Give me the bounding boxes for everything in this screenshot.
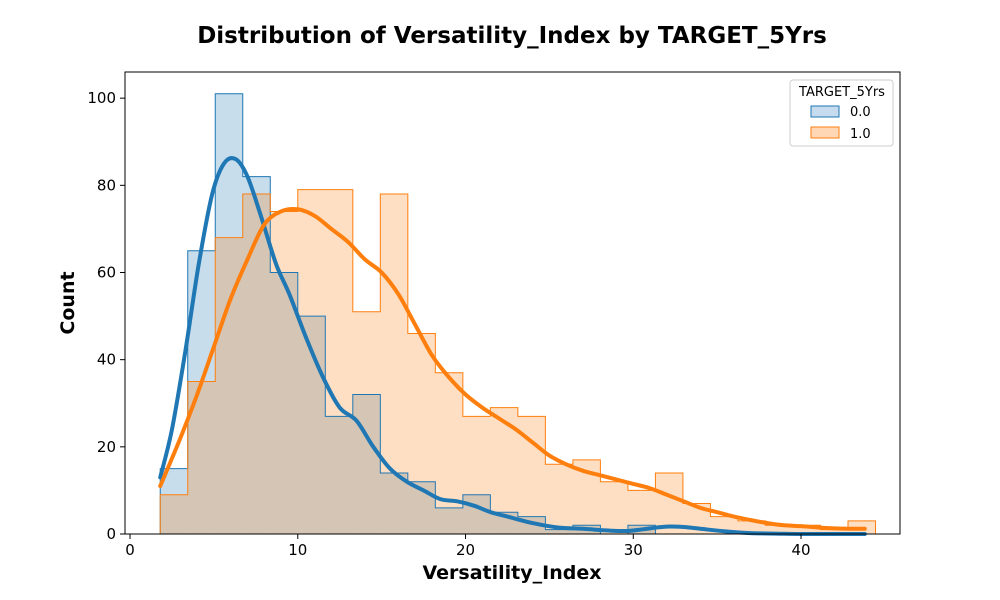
bar-1.0-5 — [297, 189, 326, 534]
bar-1.0-9 — [407, 333, 436, 534]
y-tick-label: 80 — [97, 176, 116, 194]
bar-1.0-10 — [435, 372, 463, 534]
bar-1.0-21 — [737, 520, 766, 534]
bar-1.0-18 — [655, 472, 683, 534]
bar-0.0-6 — [325, 416, 353, 534]
y-tick-label: 20 — [97, 438, 116, 456]
bar-1.0-11 — [462, 416, 491, 534]
kde-curve-0.0 — [158, 156, 867, 537]
bar-0.0-11 — [462, 494, 491, 534]
chart-title: Distribution of Versatility_Index by TAR… — [197, 23, 827, 49]
y-axis-ticks: 0 20 40 60 80 100 — [87, 89, 125, 543]
bar-0.0-14 — [545, 529, 573, 534]
bar-1.0-3 — [242, 194, 271, 535]
bar-0.0-8 — [380, 472, 408, 534]
y-tick-label: 100 — [87, 89, 116, 107]
bar-0.0-4 — [270, 272, 298, 534]
x-tick-label: 30 — [624, 541, 643, 559]
bar-1.0-16 — [600, 481, 628, 534]
legend: TARGET_5Yrs 0.0 1.0 — [789, 79, 894, 147]
y-tick-label: 40 — [97, 351, 116, 369]
y-tick-label: 0 — [106, 525, 116, 543]
bar-1.0-22 — [765, 525, 793, 534]
bar-0.0-7 — [352, 394, 381, 534]
x-tick-label: 20 — [456, 541, 475, 559]
bar-1.0-6 — [325, 189, 353, 534]
bar-0.0-10 — [435, 507, 463, 534]
x-tick-label: 0 — [125, 541, 135, 559]
bar-1.0-14 — [545, 464, 573, 534]
x-tick-label: 40 — [791, 541, 810, 559]
plot-frame — [124, 71, 901, 535]
legend-swatch-1 — [810, 126, 840, 139]
y-tick-label: 60 — [97, 263, 116, 281]
kde-curves — [158, 156, 867, 537]
legend-swatch-0 — [810, 105, 840, 118]
bar-1.0-2 — [215, 237, 243, 535]
legend-label-0: 0.0 — [850, 105, 871, 120]
bar-1.0-23 — [792, 525, 821, 534]
y-axis-label: Count — [57, 271, 79, 334]
kde-curve-1.0 — [158, 206, 867, 531]
bar-1.0-8 — [380, 194, 408, 535]
x-axis-ticks: 0 10 20 30 40 — [125, 534, 811, 559]
x-axis-label: Versatility_Index — [423, 562, 602, 584]
bars-series-1 — [160, 189, 876, 535]
x-tick-label: 10 — [288, 541, 307, 559]
plot-area — [158, 93, 877, 537]
legend-title: TARGET_5Yrs — [798, 85, 885, 100]
legend-label-1: 1.0 — [850, 127, 871, 142]
bar-1.0-0 — [160, 494, 188, 534]
bar-1.0-24 — [820, 529, 848, 534]
